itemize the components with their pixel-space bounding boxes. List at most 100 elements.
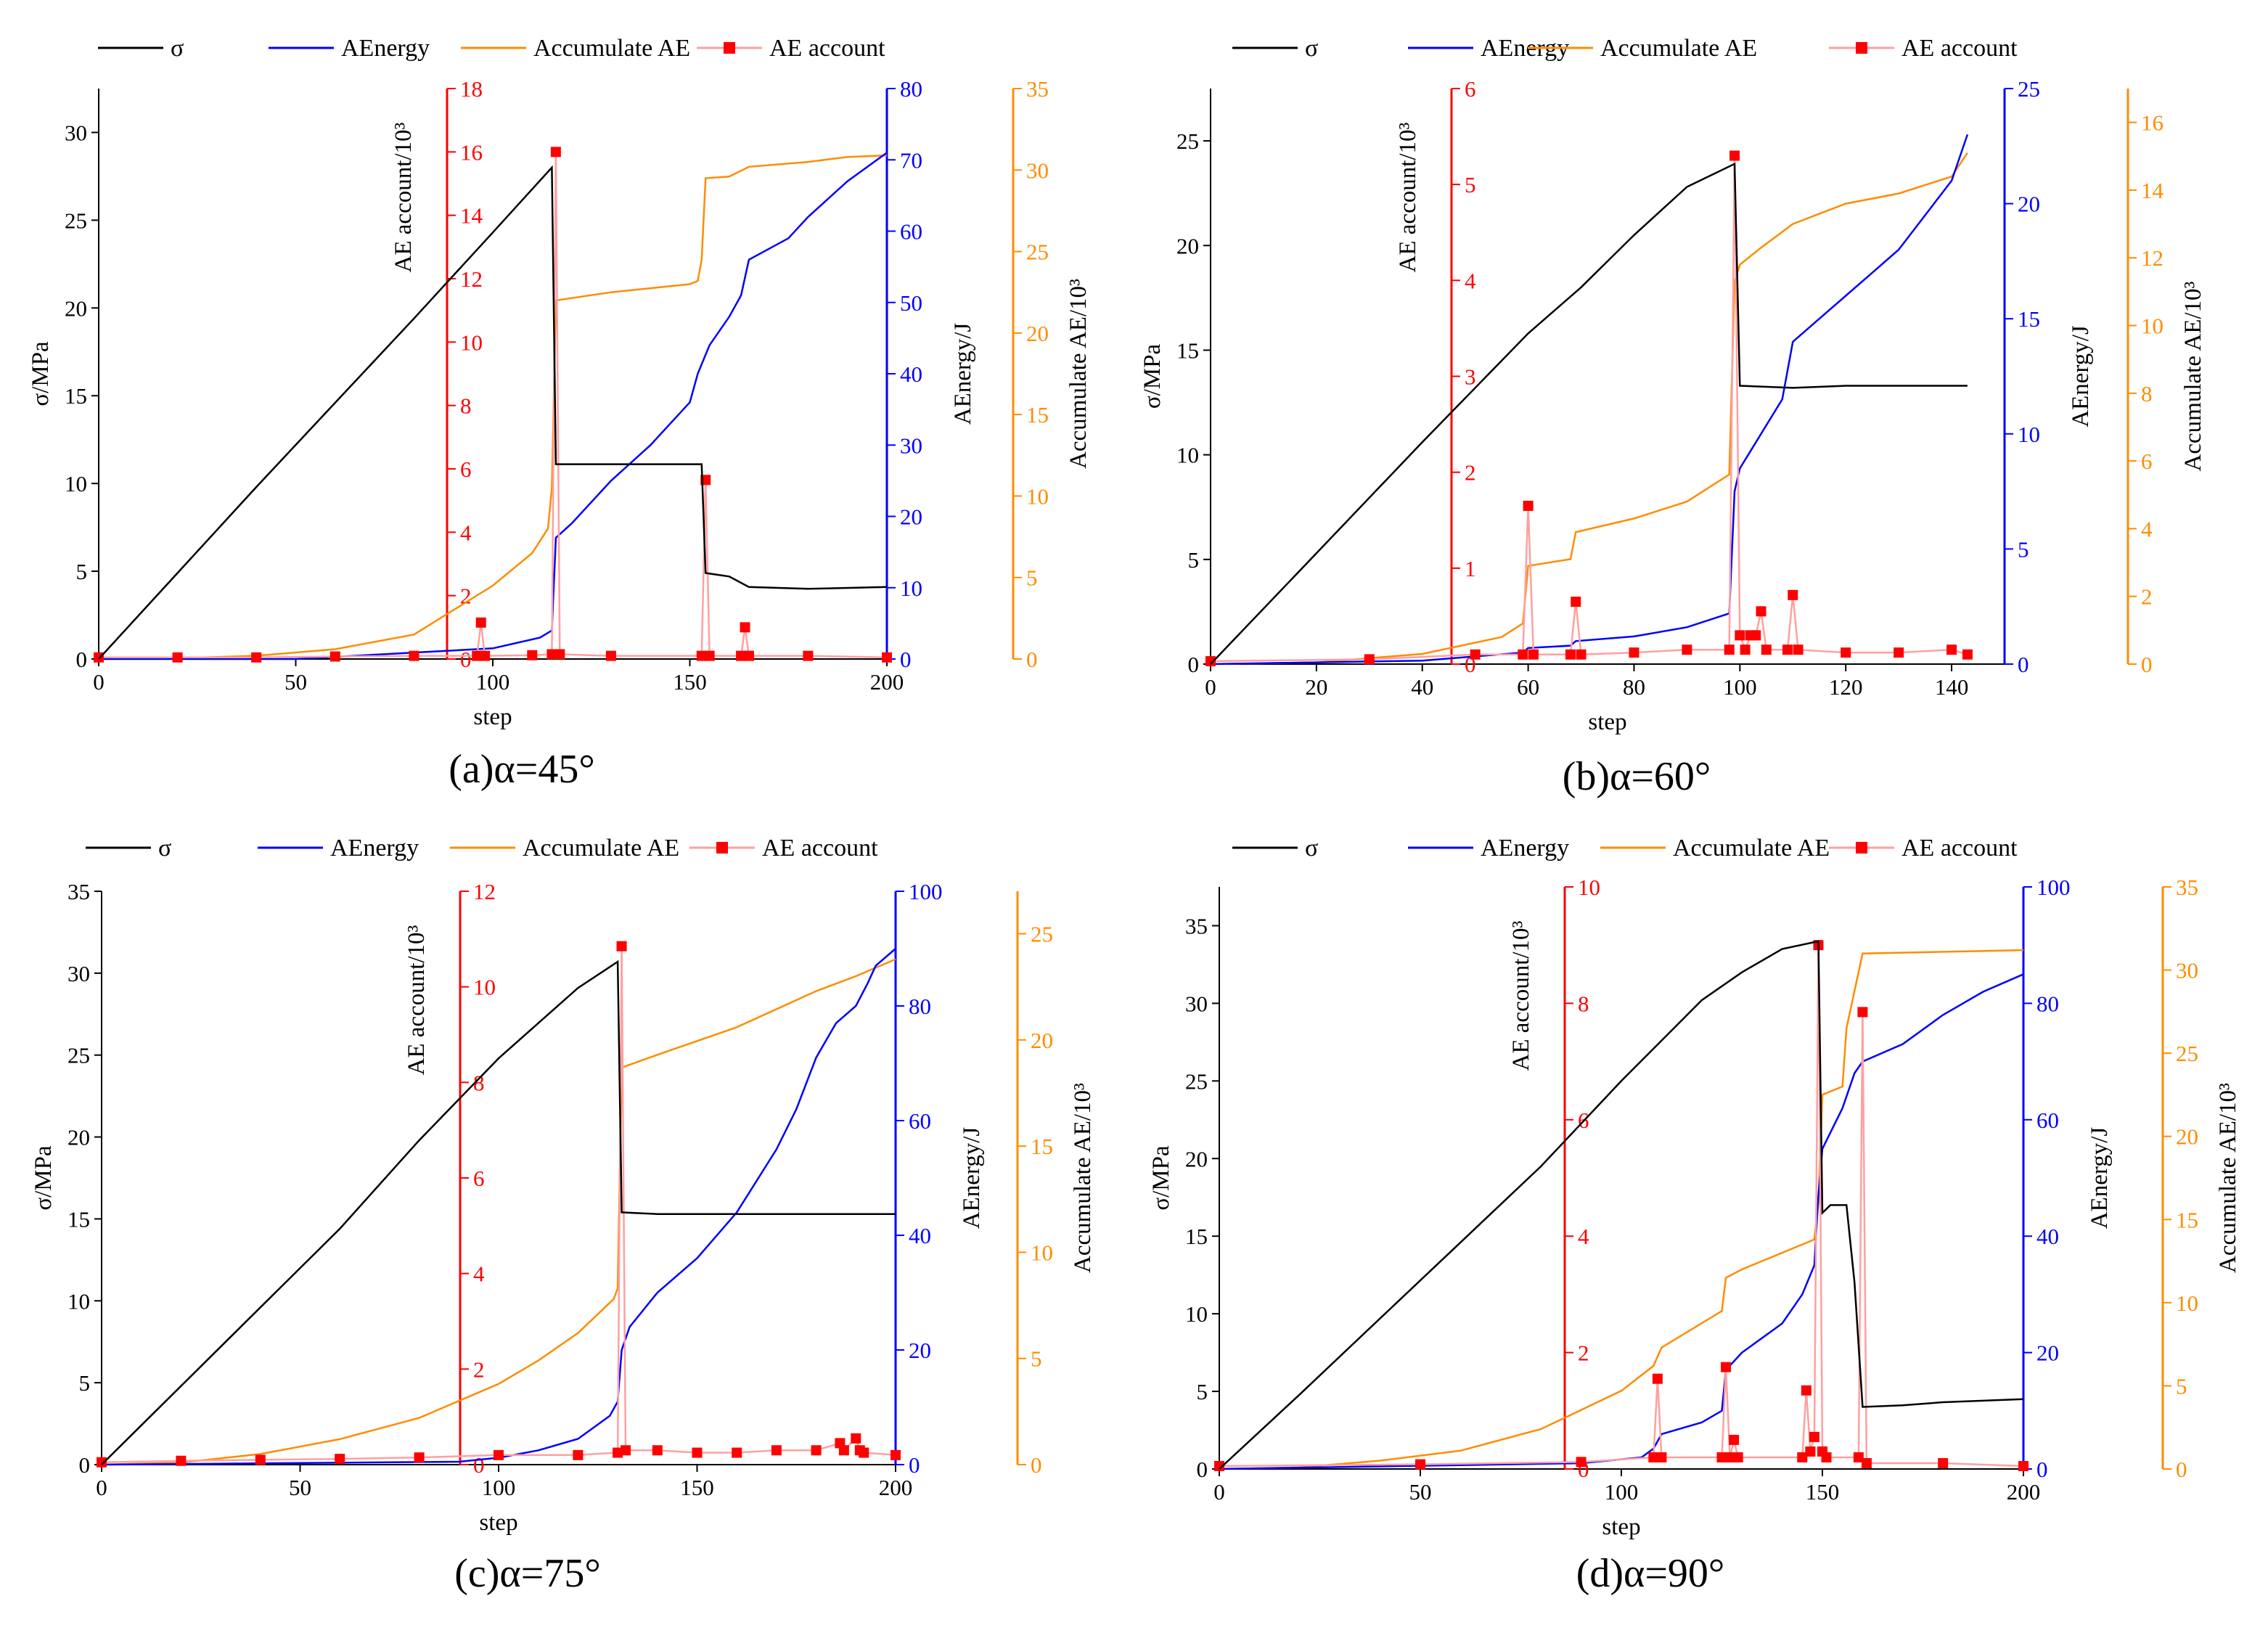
count-marker (743, 650, 754, 661)
count-marker (1801, 1385, 1811, 1396)
x-tick-label: 50 (284, 669, 307, 695)
sigma-tick-label: 25 (1176, 128, 1199, 154)
sigma-tick-label: 30 (1185, 991, 1208, 1016)
count-marker (1724, 1452, 1735, 1462)
legend-label-count: AE account (769, 35, 885, 62)
energy-axis-label: AEnergy/J (2068, 325, 2094, 427)
count-marker (1576, 1457, 1587, 1468)
sigma-tick-label: 25 (1185, 1068, 1208, 1094)
energy-tick-label: 40 (2036, 1224, 2059, 1249)
count-marker (480, 650, 491, 661)
count-axis-label: AE account/10³ (404, 925, 430, 1075)
count-tick-label: 10 (460, 330, 483, 355)
accum-tick-label: 35 (2176, 875, 2198, 900)
count-tick-label: 4 (1465, 268, 1476, 293)
count-marker (527, 650, 538, 660)
energy-tick-label: 0 (2018, 652, 2029, 677)
x-tick-label: 60 (1517, 674, 1539, 700)
sigma-tick-label: 20 (67, 1125, 90, 1150)
legend-label-accum: Accumulate AE (523, 835, 679, 862)
legend: σ AEnergy Accumulate AE AE account (98, 35, 885, 62)
energy-tick-label: 40 (909, 1223, 931, 1248)
accum-tick-label: 20 (2176, 1124, 2198, 1150)
series-accum-line (1210, 152, 1968, 666)
sigma-tick-label: 5 (1197, 1379, 1208, 1404)
count-marker (1740, 644, 1751, 655)
count-marker (475, 617, 486, 628)
accum-tick-label: 8 (2141, 381, 2153, 406)
sigma-tick-label: 0 (76, 647, 88, 672)
energy-tick-label: 20 (2036, 1341, 2059, 1366)
count-marker (414, 1452, 425, 1463)
count-marker (1523, 500, 1534, 511)
count-tick-label: 4 (1578, 1224, 1589, 1249)
count-marker (838, 1445, 849, 1456)
legend-label-sigma: σ (1305, 35, 1318, 62)
series-energy-line (1219, 973, 2024, 1470)
energy-tick-label: 0 (900, 647, 912, 672)
count-tick-label: 4 (460, 520, 472, 545)
panel-caption: (c)α=75° (454, 1551, 600, 1596)
series-energy-line (101, 948, 896, 1466)
count-marker (882, 652, 892, 663)
count-marker (1648, 1452, 1659, 1462)
accum-tick-label: 0 (2141, 652, 2153, 677)
count-tick-label: 12 (460, 266, 483, 292)
x-tick-label: 0 (1205, 674, 1216, 700)
sigma-tick-label: 5 (1188, 547, 1200, 573)
legend-label-sigma: σ (158, 835, 171, 862)
legend-label-count: AE account (1901, 35, 2018, 62)
accum-tick-label: 0 (1026, 647, 1038, 672)
x-tick-label: 80 (1623, 674, 1645, 700)
energy-tick-label: 30 (900, 433, 922, 458)
accum-tick-label: 10 (2141, 314, 2163, 339)
legend-marker-count (716, 842, 728, 854)
count-marker (891, 1449, 901, 1460)
x-axis-label: step (479, 1510, 517, 1536)
sigma-axis-label: σ/MPa (30, 1145, 57, 1211)
energy-axis-label: AEnergy/J (950, 323, 976, 425)
sigma-tick-label: 15 (65, 383, 87, 409)
x-tick-label: 100 (476, 669, 510, 695)
x-axis-label: step (1588, 709, 1626, 735)
legend-label-energy: AEnergy (341, 35, 430, 62)
count-tick-label: 16 (460, 139, 483, 165)
count-marker (573, 1449, 584, 1460)
accum-tick-label: 20 (1026, 321, 1049, 346)
count-marker (1205, 656, 1216, 667)
sigma-tick-label: 0 (79, 1452, 91, 1478)
accum-tick-label: 10 (1031, 1240, 1053, 1265)
count-tick-label: 1 (1465, 556, 1476, 581)
series-accum-line (98, 154, 888, 660)
count-marker (1629, 647, 1639, 658)
count-marker (1214, 1460, 1224, 1471)
sigma-axis-label: σ/MPa (1139, 344, 1166, 409)
legend-label-count: AE account (762, 835, 878, 862)
energy-tick-label: 70 (900, 147, 922, 173)
sigma-tick-label: 0 (1197, 1457, 1208, 1482)
count-marker (1853, 1452, 1864, 1462)
count-marker (472, 650, 483, 661)
count-marker (335, 1454, 345, 1465)
x-tick-label: 0 (96, 1475, 107, 1500)
count-marker (546, 649, 557, 660)
count-marker (1721, 1362, 1732, 1372)
count-marker (605, 650, 616, 661)
count-marker (736, 650, 747, 661)
count-marker (1962, 649, 1973, 660)
count-marker (1809, 1431, 1819, 1442)
x-tick-label: 200 (2007, 1479, 2041, 1505)
energy-tick-label: 10 (900, 576, 922, 601)
series-count-line (1219, 945, 2024, 1468)
accum-tick-label: 15 (1031, 1134, 1053, 1159)
energy-tick-label: 80 (909, 994, 931, 1019)
count-marker (732, 1447, 742, 1458)
accum-tick-label: 14 (2141, 178, 2164, 203)
count-tick-label: 6 (1465, 76, 1476, 102)
accum-tick-label: 5 (1026, 565, 1038, 591)
count-marker (859, 1447, 869, 1458)
count-marker (1841, 647, 1851, 658)
